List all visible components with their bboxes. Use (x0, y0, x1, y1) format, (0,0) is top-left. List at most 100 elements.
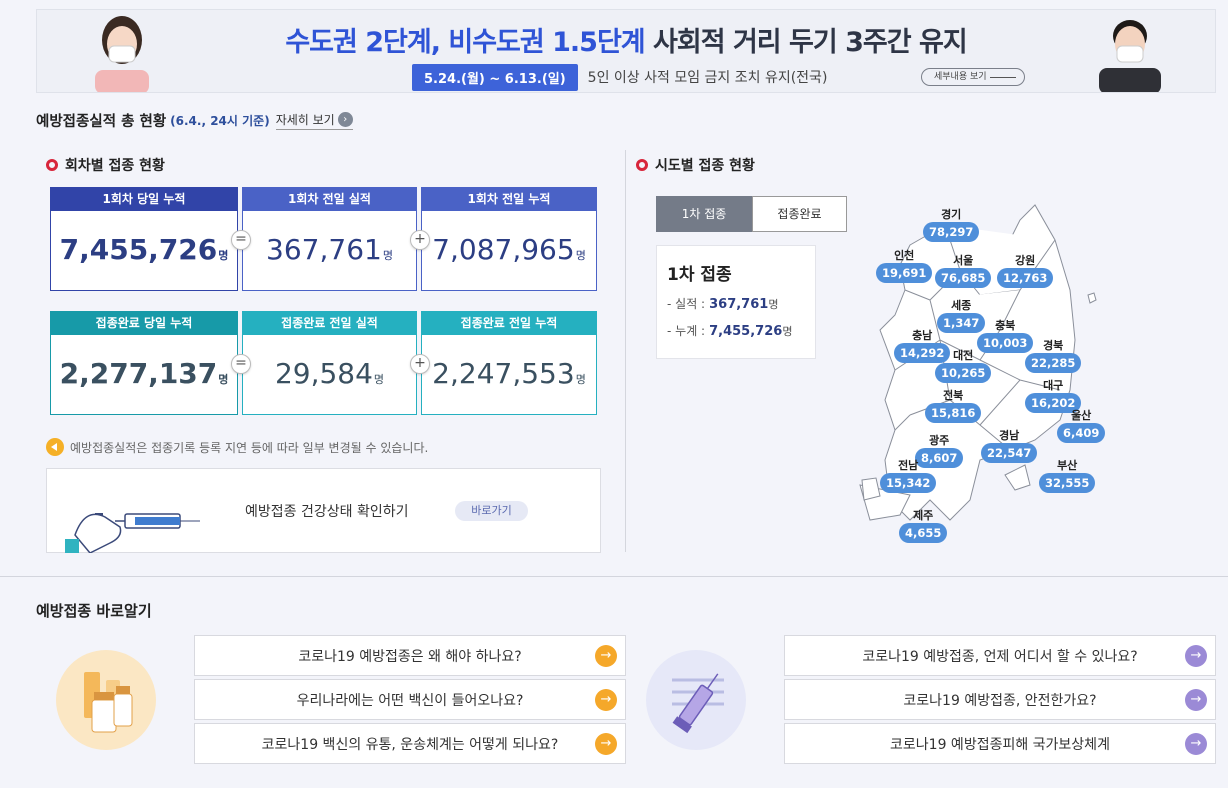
region-value: 22,285 (1025, 353, 1082, 373)
man-mask-illustration (1099, 20, 1161, 92)
region-name: 강원 (1015, 254, 1036, 267)
region-gyeongbuk[interactable]: 경북 22,285 (1025, 339, 1082, 373)
card-label: 1회차 전일 실적 (243, 188, 416, 211)
region-name: 경남 (999, 429, 1020, 442)
card-unit: 명 (218, 249, 229, 262)
region-jeonbuk[interactable]: 전북 15,816 (925, 389, 982, 423)
card-value: 2,277,137명 (51, 335, 237, 419)
arrow-right-icon: → (1185, 689, 1207, 711)
region-name: 전북 (943, 389, 964, 402)
faq-label: 우리나라에는 어떤 백신이 들어오나요? (296, 692, 524, 709)
section-divider (625, 150, 626, 552)
region-gyeonggi[interactable]: 경기 78,297 (923, 208, 980, 242)
region-value: 15,816 (925, 403, 982, 423)
faq-safety[interactable]: 코로나19 예방접종, 안전한가요? → (784, 679, 1216, 720)
region-jeju[interactable]: 제주 4,655 (899, 509, 948, 543)
info-total-label: 누계 : (675, 324, 706, 338)
region-gangwon[interactable]: 강원 12,763 (997, 254, 1054, 288)
region-name: 대구 (1043, 379, 1064, 392)
info-title: 1차 접종 (667, 265, 732, 285)
region-name: 충남 (912, 329, 933, 342)
syringe-icon (672, 673, 724, 734)
region-value: 1,347 (937, 313, 986, 333)
region-value: 16,202 (1025, 393, 1082, 413)
info-total: - 누계 :7,455,726명 (667, 324, 793, 339)
vaccine-vials-icon (84, 672, 133, 733)
region-value: 4,655 (899, 523, 948, 543)
card-number: 29,584 (274, 357, 373, 390)
region-daejeon[interactable]: 대전 10,265 (935, 349, 992, 383)
faq-label: 코로나19 예방접종, 안전한가요? (903, 692, 1097, 709)
region-seoul[interactable]: 서울 76,685 (935, 254, 992, 288)
card-number: 7,087,965 (432, 233, 575, 266)
dose1-prev-day-card: 1회차 전일 실적 367,761명 (242, 187, 417, 291)
bullet-ring-icon (636, 159, 648, 171)
region-value: 6,409 (1057, 423, 1106, 443)
card-label: 1회차 전일 누적 (422, 188, 596, 211)
speaker-icon (46, 438, 64, 456)
card-unit: 명 (575, 373, 586, 386)
region-busan[interactable]: 부산 32,555 (1039, 459, 1096, 493)
faq-which-vaccines[interactable]: 우리나라에는 어떤 백신이 들어오나요? → (194, 679, 626, 720)
region-name: 경기 (941, 208, 962, 221)
region-ulsan[interactable]: 울산 6,409 (1057, 409, 1106, 443)
health-check-label: 예방접종 건강상태 확인하기 (245, 504, 409, 520)
region-chungbuk[interactable]: 충북 10,003 (977, 319, 1034, 353)
region-value: 14,292 (894, 343, 951, 363)
info-unit: 명 (782, 325, 793, 338)
region-name: 제주 (913, 509, 934, 522)
banner-date: 5.24.(월) ~ 6.13.(일) (412, 63, 578, 91)
region-chungnam[interactable]: 충남 14,292 (894, 329, 951, 363)
region-value: 12,763 (997, 268, 1054, 288)
summary-title: 예방접종실적 총 현황 (6.4., 24시 기준) 자세히 보기 › (36, 110, 353, 131)
info-total-value: 7,455,726 (709, 324, 783, 339)
health-check-box[interactable]: 예방접종 건강상태 확인하기 바로가기 (46, 468, 601, 553)
summary-more-link[interactable]: 자세히 보기 › (275, 111, 353, 130)
region-value: 8,607 (915, 448, 964, 468)
tab-complete[interactable]: 접종완료 (752, 196, 847, 232)
woman-mask-illustration (95, 16, 149, 92)
notice-banner[interactable]: 수도권 2단계, 비수도권 1.5단계 사회적 거리 두기 3주간 유지 5.2… (36, 9, 1216, 93)
faq-why-vaccinate[interactable]: 코로나19 예방접종은 왜 해야 하나요? → (194, 635, 626, 676)
dose1-today-card: 1회차 당일 누적 7,455,726명 (50, 187, 238, 291)
faq-when-where[interactable]: 코로나19 예방접종, 언제 어디서 할 수 있나요? → (784, 635, 1216, 676)
faq-label: 코로나19 백신의 유통, 운송체계는 어떻게 되나요? (261, 736, 559, 753)
equals-icon: = (231, 230, 251, 250)
tab-first-dose[interactable]: 1차 접종 (656, 196, 752, 232)
banner-more-button[interactable]: 세부내용 보기 (921, 68, 1025, 86)
region-name: 인천 (894, 249, 915, 262)
region-daegu[interactable]: 대구 16,202 (1025, 379, 1082, 413)
vaccine-vials-illustration (56, 650, 156, 750)
banner-subtitle: 5.24.(월) ~ 6.13.(일) 5인 이상 사적 모임 금지 조치 유지… (412, 63, 828, 91)
card-number: 2,277,137 (59, 357, 218, 390)
region-incheon[interactable]: 인천 19,691 (876, 249, 933, 283)
region-gwangju[interactable]: 광주 8,607 (915, 434, 964, 468)
info-performance: - 실적 :367,761명 (667, 297, 779, 312)
equals-icon: = (231, 354, 251, 374)
region-value: 76,685 (935, 268, 992, 288)
region-name: 대전 (953, 349, 974, 362)
region-sejong[interactable]: 세종 1,347 (937, 299, 986, 333)
banner-desc: 5인 이상 사적 모임 금지 조치 유지(전국) (587, 70, 828, 86)
card-value: 7,455,726명 (51, 211, 237, 295)
region-value: 32,555 (1039, 473, 1096, 493)
card-unit: 명 (373, 373, 385, 386)
region-gyeongnam[interactable]: 경남 22,547 (981, 429, 1038, 463)
arrow-right-icon: → (595, 645, 617, 667)
faq-compensation[interactable]: 코로나19 예방접종피해 국가보상체계 → (784, 723, 1216, 764)
card-value: 367,761명 (243, 211, 416, 295)
region-name: 충북 (995, 319, 1016, 332)
region-name: 서울 (953, 254, 974, 267)
syringe-hand-illustration (65, 513, 200, 553)
region-value: 78,297 (923, 222, 980, 242)
region-tabs: 1차 접종 접종완료 (656, 196, 847, 232)
region-jeonnam[interactable]: 전남 15,342 (880, 459, 937, 493)
card-value: 2,247,553명 (422, 335, 596, 419)
banner-title: 수도권 2단계, 비수도권 1.5단계 사회적 거리 두기 3주간 유지 (37, 20, 1215, 59)
faq-distribution[interactable]: 코로나19 백신의 유통, 운송체계는 어떻게 되나요? → (194, 723, 626, 764)
health-go-button[interactable]: 바로가기 (455, 501, 528, 521)
summary-title-text: 예방접종실적 총 현황 (36, 114, 167, 130)
faq-label: 코로나19 예방접종, 언제 어디서 할 수 있나요? (862, 648, 1138, 665)
summary-basis: (6.4., 24시 기준) (170, 114, 270, 128)
card-unit: 명 (575, 249, 586, 262)
